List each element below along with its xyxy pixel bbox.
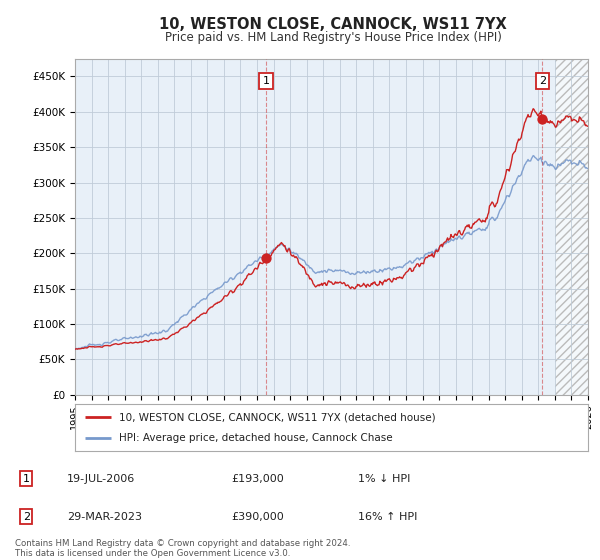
Text: 19-JUL-2006: 19-JUL-2006: [67, 474, 135, 484]
Text: 1% ↓ HPI: 1% ↓ HPI: [358, 474, 410, 484]
Text: HPI: Average price, detached house, Cannock Chase: HPI: Average price, detached house, Cann…: [119, 433, 392, 443]
Text: Price paid vs. HM Land Registry's House Price Index (HPI): Price paid vs. HM Land Registry's House …: [164, 31, 502, 44]
Point: [261, 254, 271, 263]
Text: 1: 1: [23, 474, 30, 484]
Text: 2: 2: [539, 76, 546, 86]
Text: 10, WESTON CLOSE, CANNOCK, WS11 7YX (detached house): 10, WESTON CLOSE, CANNOCK, WS11 7YX (det…: [119, 412, 435, 422]
Bar: [555, 59, 588, 395]
Text: 29-MAR-2023: 29-MAR-2023: [67, 512, 142, 521]
Text: 10, WESTON CLOSE, CANNOCK, WS11 7YX: 10, WESTON CLOSE, CANNOCK, WS11 7YX: [159, 17, 507, 32]
Text: 1: 1: [262, 76, 269, 86]
Point: [538, 114, 547, 123]
Text: £193,000: £193,000: [231, 474, 284, 484]
Bar: [555, 59, 588, 395]
Text: 2: 2: [23, 512, 30, 521]
Text: 16% ↑ HPI: 16% ↑ HPI: [358, 512, 417, 521]
Text: £390,000: £390,000: [231, 512, 284, 521]
Text: Contains HM Land Registry data © Crown copyright and database right 2024.
This d: Contains HM Land Registry data © Crown c…: [15, 539, 350, 558]
